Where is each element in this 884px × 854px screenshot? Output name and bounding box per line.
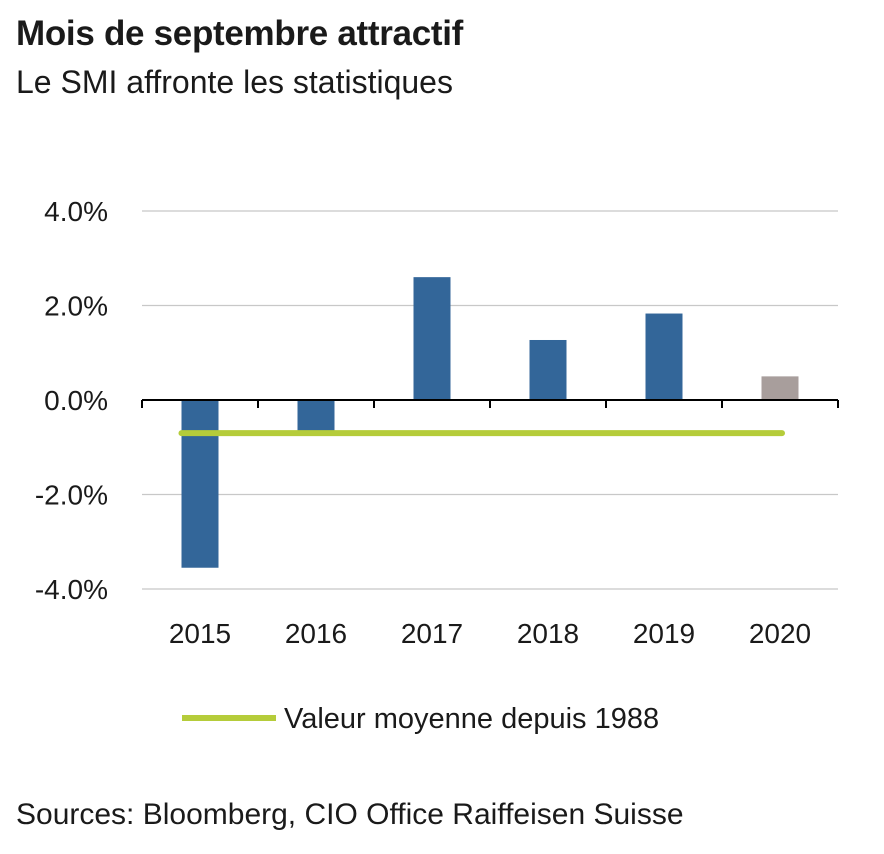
bar-2017 [413,277,451,400]
chart-title: Mois de septembre attractif [16,14,464,53]
y-tick-label: -2.0% [35,480,108,511]
bar-2018 [529,339,567,400]
x-tick-label: 2018 [517,618,579,649]
bar-chart: 4.0%2.0%0.0%-2.0%-4.0% 2015 2016 2017 2018 2… [35,196,839,735]
y-axis-labels: 4.0% 2.0% 0.0% -2.0% -4.0% [35,196,108,605]
x-axis [141,399,839,408]
y-tick-label: 2.0% [44,291,108,322]
source-note: Sources: Bloomberg, CIO Office Raiffeise… [16,798,684,831]
x-axis-labels: 2015 2016 2017 2018 2019 2020 [169,618,811,649]
x-tick-label: 2016 [285,618,347,649]
y-tick-label: -4.0% [35,574,108,605]
x-tick-label: 2020 [749,618,811,649]
bar-2020 [761,376,799,400]
x-tick-label: 2019 [633,618,695,649]
bar-2015 [181,400,219,568]
bar-2016 [297,400,335,431]
legend-label: Valeur moyenne depuis 1988 [284,703,659,735]
chart-subtitle: Le SMI affronte les statistiques [16,64,453,100]
bars [181,277,799,568]
gridlines [142,210,838,590]
x-tick-label: 2017 [401,618,463,649]
y-tick-label: 4.0% [44,196,108,227]
legend: Valeur moyenne depuis 1988 [182,703,659,735]
y-tick-label: 0.0% [44,385,108,416]
x-tick-label: 2015 [169,618,231,649]
bar-2019 [645,313,683,400]
